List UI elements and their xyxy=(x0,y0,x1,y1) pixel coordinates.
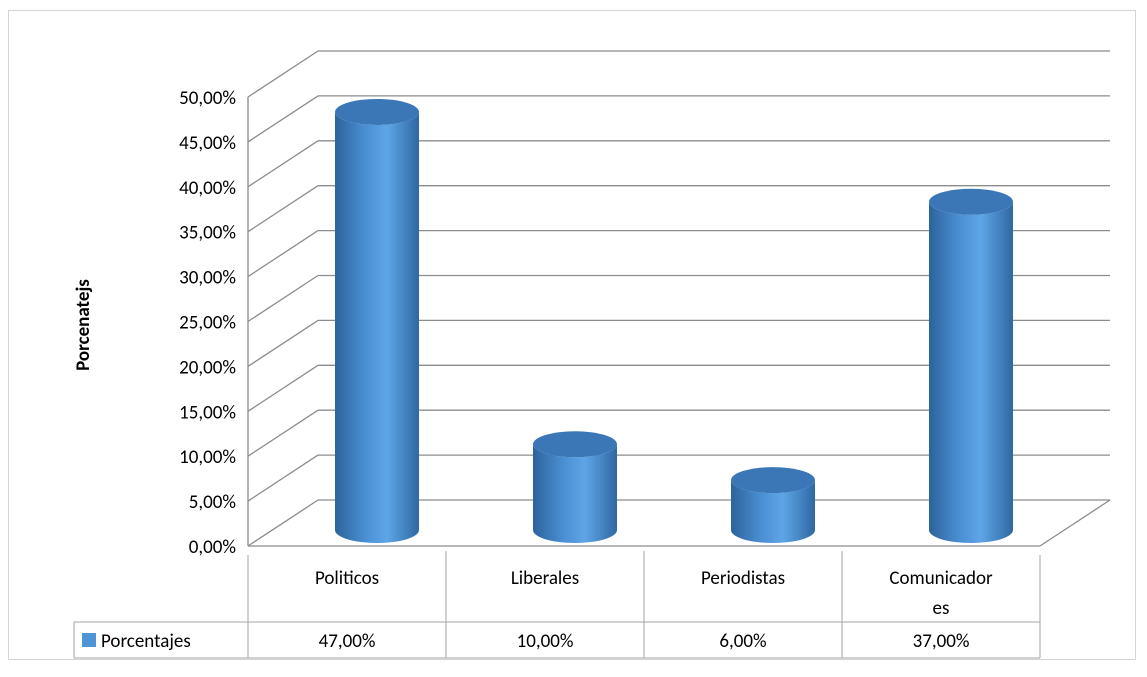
bar xyxy=(929,188,1013,544)
side-gridline xyxy=(247,274,319,323)
y-tick-label: 10,00% xyxy=(179,446,236,469)
side-gridline xyxy=(247,95,319,143)
legend-swatch xyxy=(82,633,96,647)
x-tick-label: Comunicador xyxy=(889,567,993,590)
data-label: 6,00% xyxy=(719,630,766,653)
bar xyxy=(731,467,815,543)
bar-top xyxy=(929,188,1013,215)
side-gridline xyxy=(247,319,319,367)
y-axis: 0,00% 5,00% 10,00% 15,00% 20,00% 25,00% 30,00%… xyxy=(179,87,236,559)
y-tick-label: 0,00% xyxy=(189,536,236,559)
y-axis-title: Porcenatejs xyxy=(72,279,95,371)
legend-label: Porcentajes xyxy=(101,630,191,653)
x-tick-label: Periodistas xyxy=(701,567,785,590)
y-tick-label: 30,00% xyxy=(179,267,236,290)
data-table: Politicos Liberales Periodistas Comunicador… xyxy=(73,551,1041,659)
y-tick-label: 40,00% xyxy=(179,177,236,200)
bar xyxy=(533,431,617,543)
x-tick-label: Politicos xyxy=(315,567,379,590)
side-gridline xyxy=(247,185,319,233)
side-gridline xyxy=(247,50,319,98)
data-label: 47,00% xyxy=(319,630,376,653)
bar-top xyxy=(731,467,815,494)
side-gridline xyxy=(247,499,319,547)
floor-side-edge xyxy=(1039,499,1111,547)
data-label: 37,00% xyxy=(913,630,970,653)
bar-body xyxy=(929,201,1013,544)
y-tick-label: 35,00% xyxy=(179,222,236,245)
data-label: 10,00% xyxy=(517,630,574,653)
bar-body xyxy=(731,480,815,543)
bar-body xyxy=(533,444,617,543)
side-gridline xyxy=(247,409,319,457)
bar xyxy=(335,98,419,543)
bar-top xyxy=(335,98,419,125)
side-gridline xyxy=(247,230,319,278)
side-gridline xyxy=(247,140,319,188)
y-tick-label: 45,00% xyxy=(179,132,236,155)
y-tick-label: 25,00% xyxy=(179,312,236,335)
x-tick-label: es xyxy=(933,597,950,620)
x-tick-label: Liberales xyxy=(511,567,579,590)
y-tick-label: 50,00% xyxy=(179,87,236,110)
y-tick-label: 5,00% xyxy=(189,491,236,514)
side-gridline xyxy=(247,454,319,502)
bar-body xyxy=(335,111,419,543)
bar-top xyxy=(533,431,617,458)
side-gridline xyxy=(247,364,319,412)
bars xyxy=(335,98,1013,544)
y-tick-label: 15,00% xyxy=(179,401,236,424)
y-tick-label: 20,00% xyxy=(179,356,236,379)
